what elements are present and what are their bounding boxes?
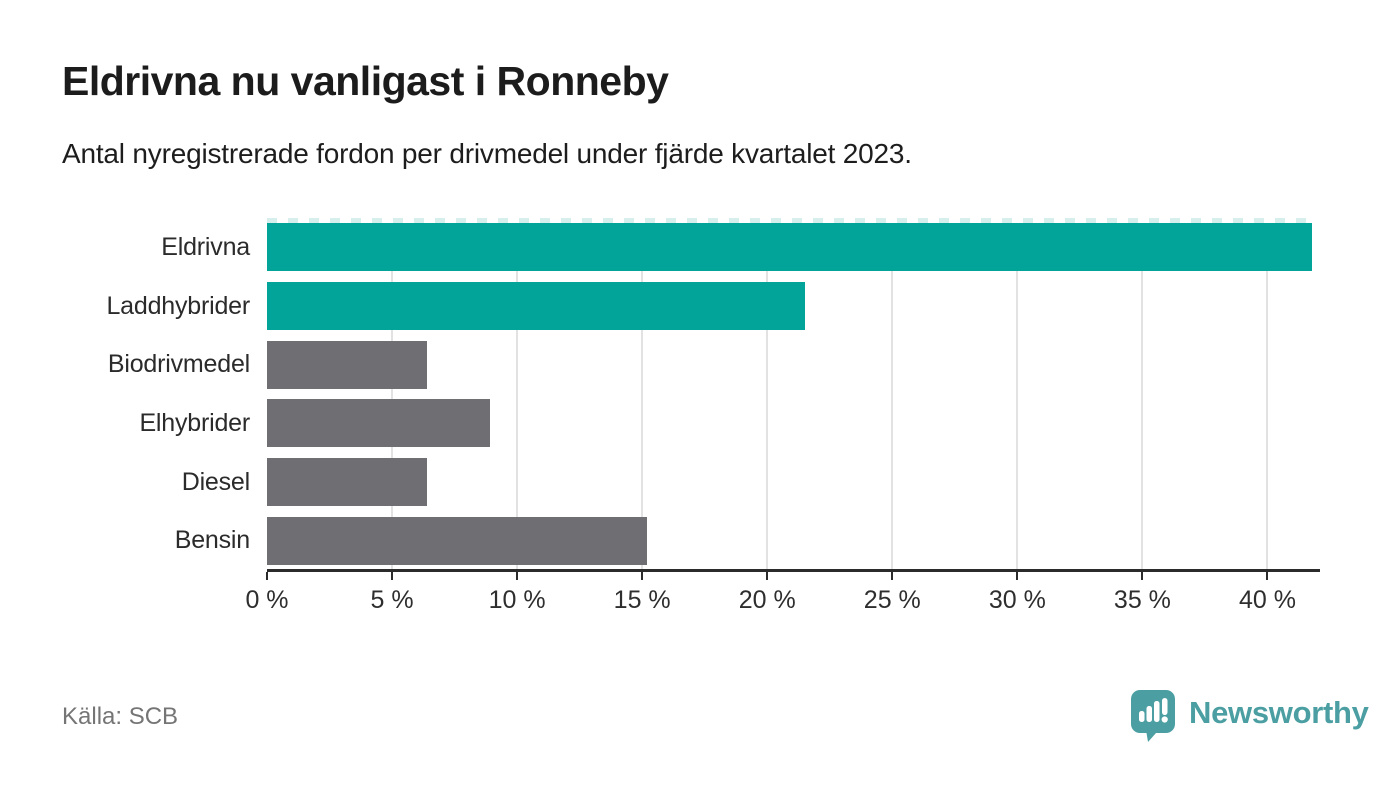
category-label-bensin: Bensin bbox=[174, 526, 250, 555]
gridline-25 bbox=[891, 218, 894, 570]
bar-bensin bbox=[267, 516, 648, 565]
newsworthy-logo: Newsworthy bbox=[1130, 688, 1369, 744]
chart-title: Eldrivna nu vanligast i Ronneby bbox=[62, 58, 669, 104]
category-label-elhybrider: Elhybrider bbox=[139, 408, 250, 437]
bar-elhybrider bbox=[267, 399, 490, 448]
tick-mark-10 bbox=[516, 572, 519, 580]
bar-laddhybrider bbox=[267, 281, 805, 330]
category-label-diesel: Diesel bbox=[181, 467, 250, 496]
x-axis-ticks bbox=[266, 572, 1315, 580]
newsworthy-logo-text: Newsworthy bbox=[1189, 695, 1369, 730]
label-row: Laddhybrider bbox=[0, 277, 250, 336]
label-row: Bensin bbox=[0, 511, 250, 570]
label-row: Biodrivmedel bbox=[0, 335, 250, 394]
tick-label-35: 35 % bbox=[1113, 586, 1171, 614]
tick-label-10: 10 % bbox=[488, 586, 546, 614]
label-row: Elhybrider bbox=[0, 394, 250, 453]
bar-row-laddhybrider bbox=[267, 277, 1315, 336]
tick-mark-15 bbox=[641, 572, 644, 580]
tick-label-40: 40 % bbox=[1238, 586, 1296, 614]
gridline-35 bbox=[1141, 218, 1144, 570]
newsworthy-logo-icon bbox=[1131, 690, 1175, 742]
bar-row-bensin bbox=[267, 511, 1315, 570]
tick-label-5: 5 % bbox=[370, 586, 414, 614]
gridline-30 bbox=[1016, 218, 1019, 570]
category-label-eldrivna: Eldrivna bbox=[161, 232, 250, 261]
gridline-20 bbox=[766, 218, 769, 570]
bar-row-elhybrider bbox=[267, 394, 1315, 453]
category-label-biodrivmedel: Biodrivmedel bbox=[107, 350, 250, 379]
bar-eldrivna bbox=[267, 223, 1313, 272]
tick-mark-25 bbox=[891, 572, 894, 580]
tick-mark-30 bbox=[1016, 572, 1019, 580]
label-row: Eldrivna bbox=[0, 218, 250, 277]
tick-mark-40 bbox=[1266, 572, 1269, 580]
tick-label-25: 25 % bbox=[863, 586, 921, 614]
tick-label-0: 0 % bbox=[245, 586, 289, 614]
category-labels: Eldrivna Laddhybrider Biodrivmedel Elhybrid… bbox=[0, 218, 250, 570]
gridline-10 bbox=[516, 218, 519, 570]
bar-row-biodrivmedel bbox=[267, 335, 1315, 394]
tick-label-20: 20 % bbox=[738, 586, 796, 614]
gridline-40 bbox=[1266, 218, 1269, 570]
gridline-15 bbox=[641, 218, 644, 570]
gridline-5 bbox=[391, 218, 394, 570]
bar-diesel bbox=[267, 457, 428, 506]
tick-mark-5 bbox=[391, 572, 394, 580]
tick-label-15: 15 % bbox=[613, 586, 671, 614]
category-label-laddhybrider: Laddhybrider bbox=[106, 291, 250, 320]
plot-area bbox=[267, 218, 1315, 570]
source-label: Källa: SCB bbox=[62, 703, 179, 730]
tick-label-30: 30 % bbox=[988, 586, 1046, 614]
bar-clip-dashes bbox=[267, 218, 1313, 223]
bar-row-eldrivna bbox=[267, 218, 1315, 277]
x-axis-tick-labels: 0 % 5 % 10 % 15 % 20 % 25 % 30 % 35 % 40 % bbox=[245, 586, 1315, 616]
chart-subtitle: Antal nyregistrerade fordon per drivmede… bbox=[62, 138, 912, 169]
tick-mark-20 bbox=[766, 572, 769, 580]
x-axis-line bbox=[267, 569, 1320, 572]
bar-row-diesel bbox=[267, 453, 1315, 512]
tick-mark-35 bbox=[1141, 572, 1144, 580]
bar-biodrivmedel bbox=[267, 340, 428, 389]
tick-mark-0 bbox=[266, 572, 268, 580]
label-row: Diesel bbox=[0, 453, 250, 512]
